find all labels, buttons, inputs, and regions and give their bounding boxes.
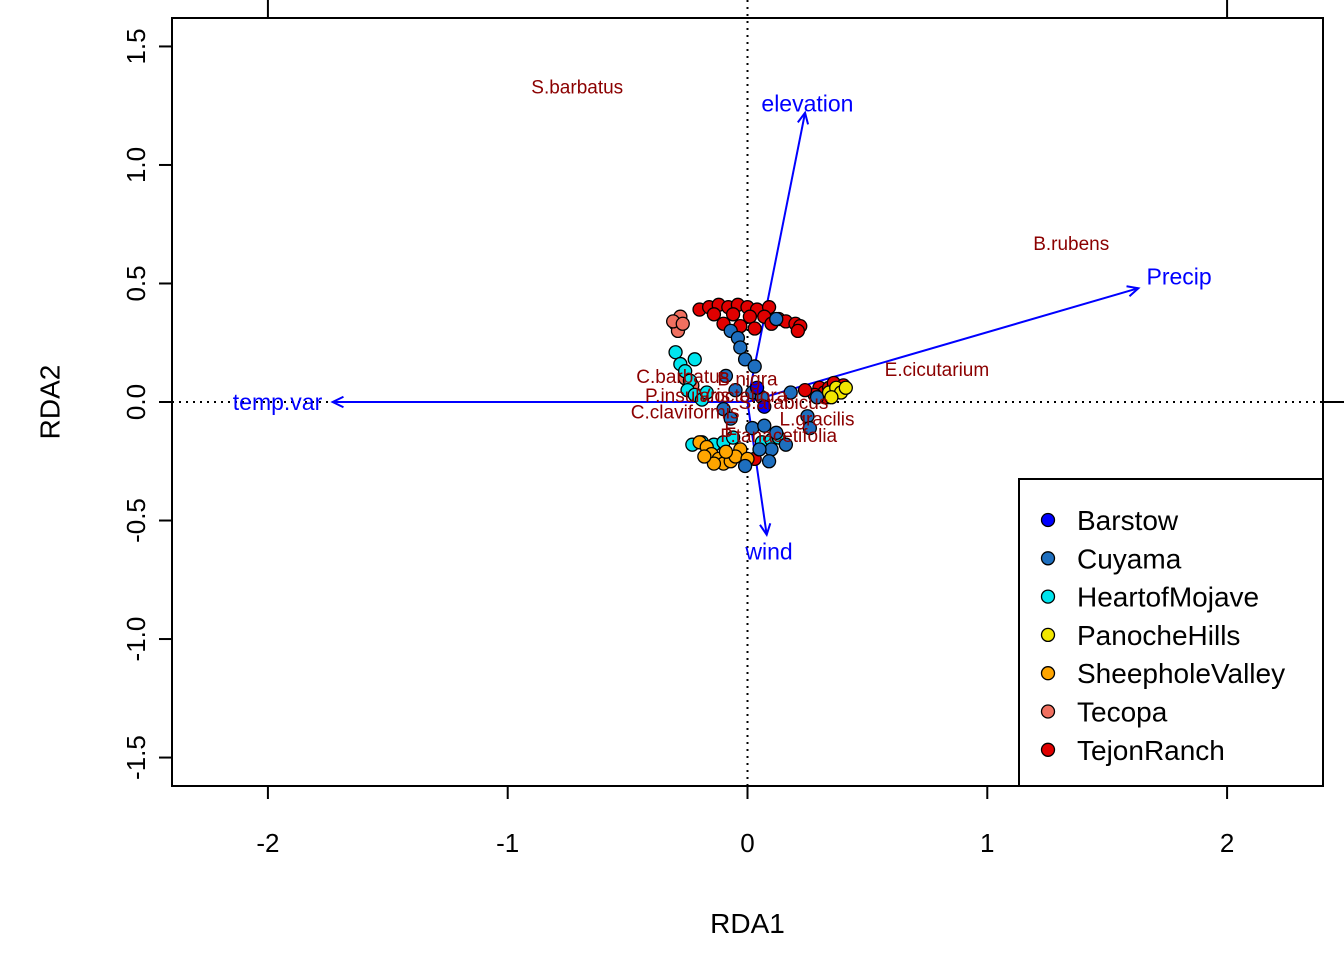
site-point-Cuyama-21 bbox=[809, 390, 825, 405]
species-label-C.claviformis: C.claviformis bbox=[631, 402, 740, 423]
legend-marker-HeartofMojave bbox=[1040, 589, 1056, 604]
species-label-S.barbatus: S.barbatus bbox=[531, 78, 623, 99]
legend: Barstow Cuyama HeartofMojave PanocheHills Sh… bbox=[1018, 478, 1324, 787]
legend-label-Barstow: Barstow bbox=[1077, 505, 1179, 536]
site-point-Cuyama-20 bbox=[802, 420, 817, 436]
species-label-C.barbatus: C.barbatus bbox=[636, 367, 729, 388]
env-vector-Precip bbox=[747, 287, 1139, 403]
axes: -2 -1 0 1 2 -1.5 -1.0 -0.5 0.0 0.5 1.0 1.5 bbox=[121, 0, 1324, 858]
species-label-P.tanacetifolia: P.tanacetifolia bbox=[720, 426, 837, 447]
site-point-Cuyama-22 bbox=[769, 311, 784, 327]
legend-label-TejonRanch: TejonRanch bbox=[1077, 735, 1225, 766]
legend-label-Cuyama: Cuyama bbox=[1077, 543, 1182, 574]
site-point-Cuyama-6 bbox=[728, 382, 743, 398]
species-label-B.nigra: B.nigra bbox=[717, 369, 778, 390]
species-label-S.arabicus: S.arabicus bbox=[739, 393, 829, 414]
env-label-elevation: elevation bbox=[761, 90, 853, 116]
env-arrowhead-Precip bbox=[1126, 285, 1141, 297]
legend-marker-TejonRanch bbox=[1040, 742, 1056, 757]
site-point-Cuyama-4 bbox=[747, 359, 762, 374]
legend-marker-SheepholeValley bbox=[1040, 666, 1056, 681]
site-point-Cuyama-12 bbox=[757, 418, 772, 433]
y-tick-label-4: 0.5 bbox=[121, 265, 151, 301]
x-tick-label--1: -1 bbox=[496, 828, 519, 858]
site-point-HeartofMojave-13 bbox=[725, 430, 741, 445]
site-point-Tecopa-4 bbox=[675, 316, 690, 331]
env-arrowhead-temp.var bbox=[330, 395, 344, 409]
legend-marker-Tecopa bbox=[1040, 704, 1056, 719]
site-point-TejonRanch-15 bbox=[747, 321, 762, 336]
site-point-SheepholeValley-10 bbox=[697, 449, 712, 464]
species-labels: S.barbatus B.rubens E.cicutarium C.barbatus… bbox=[531, 78, 1109, 447]
site-point-Cuyama-10 bbox=[723, 411, 738, 426]
site-point-Cuyama-2 bbox=[733, 340, 748, 355]
y-tick-label-0: -1.5 bbox=[121, 735, 151, 780]
site-point-TejonRanch-29 bbox=[797, 382, 813, 398]
site-point-Barstow-1 bbox=[757, 399, 772, 414]
legend-box bbox=[1018, 478, 1324, 787]
y-tick-label-2: -0.5 bbox=[121, 498, 151, 543]
site-point-Cuyama-13 bbox=[769, 425, 784, 440]
env-arrowhead-elevation bbox=[797, 110, 810, 125]
site-point-Cuyama-3 bbox=[737, 352, 753, 367]
x-tick-label-2: 2 bbox=[1220, 828, 1234, 858]
site-point-TejonRanch-10 bbox=[742, 309, 758, 324]
y-axis-title: RDA2 bbox=[35, 365, 66, 440]
site-point-HeartofMojave-8 bbox=[699, 385, 714, 400]
site-point-Barstow-0 bbox=[749, 380, 765, 395]
site-point-HeartofMojave-4 bbox=[687, 352, 702, 367]
env-label-wind: wind bbox=[744, 538, 792, 564]
env-label-Precip: Precip bbox=[1147, 263, 1212, 289]
legend-marker-Cuyama bbox=[1040, 551, 1056, 566]
site-point-HeartofMojave-0 bbox=[668, 345, 683, 360]
species-label-L.gracilis: L.gracilis bbox=[780, 410, 855, 431]
species-label-E: E bbox=[724, 419, 737, 440]
x-tick-label-1: 1 bbox=[980, 828, 994, 858]
site-point-TejonRanch-9 bbox=[725, 307, 741, 322]
y-tick-label-3: 0.0 bbox=[121, 384, 151, 420]
site-points bbox=[666, 297, 853, 474]
site-point-SheepholeValley-5 bbox=[706, 456, 722, 471]
legend-marker-PanocheHills bbox=[1040, 627, 1056, 643]
y-tick-label-6: 1.5 bbox=[121, 28, 151, 64]
site-point-TejonRanch-8 bbox=[706, 307, 722, 322]
site-point-PanocheHills-3 bbox=[838, 380, 853, 395]
env-arrowhead-wind bbox=[759, 522, 772, 538]
site-point-Cuyama-17 bbox=[752, 442, 767, 457]
x-tick-label-0: 0 bbox=[740, 828, 754, 858]
site-point-Cuyama-9 bbox=[716, 401, 731, 417]
legend-label-HeartofMojave: HeartofMojave bbox=[1077, 582, 1259, 613]
site-point-Cuyama-23 bbox=[783, 385, 798, 400]
site-point-Cuyama-5 bbox=[718, 368, 734, 384]
y-tick-label-1: -1.0 bbox=[121, 617, 151, 662]
site-point-PanocheHills-4 bbox=[824, 390, 839, 405]
site-point-Cuyama-15 bbox=[778, 437, 794, 452]
species-label-V.octoflora: V.octoflora bbox=[698, 386, 788, 407]
x-tick-label--2: -2 bbox=[256, 828, 279, 858]
site-point-TejonRanch-20 bbox=[790, 323, 806, 339]
species-label-P.insularis: P.insularis bbox=[645, 386, 730, 407]
x-axis-title: RDA1 bbox=[710, 908, 785, 939]
site-point-Cuyama-16 bbox=[737, 458, 753, 474]
legend-marker-Barstow bbox=[1040, 512, 1056, 528]
env-vector-elevation bbox=[746, 112, 807, 403]
species-label-E.cicutarium: E.cicutarium bbox=[885, 360, 990, 381]
site-point-SheepholeValley-11 bbox=[718, 444, 734, 459]
y-tick-label-5: 1.0 bbox=[121, 147, 151, 183]
environment-vectors: elevation Precip temp.var wind bbox=[233, 90, 1212, 564]
site-point-Cuyama-18 bbox=[761, 454, 777, 469]
legend-label-SheepholeValley: SheepholeValley bbox=[1077, 658, 1285, 689]
legend-label-Tecopa: Tecopa bbox=[1077, 697, 1168, 728]
species-label-B.rubens: B.rubens bbox=[1033, 234, 1109, 255]
env-label-temp.var: temp.var bbox=[233, 389, 323, 415]
legend-label-PanocheHills: PanocheHills bbox=[1077, 620, 1240, 651]
